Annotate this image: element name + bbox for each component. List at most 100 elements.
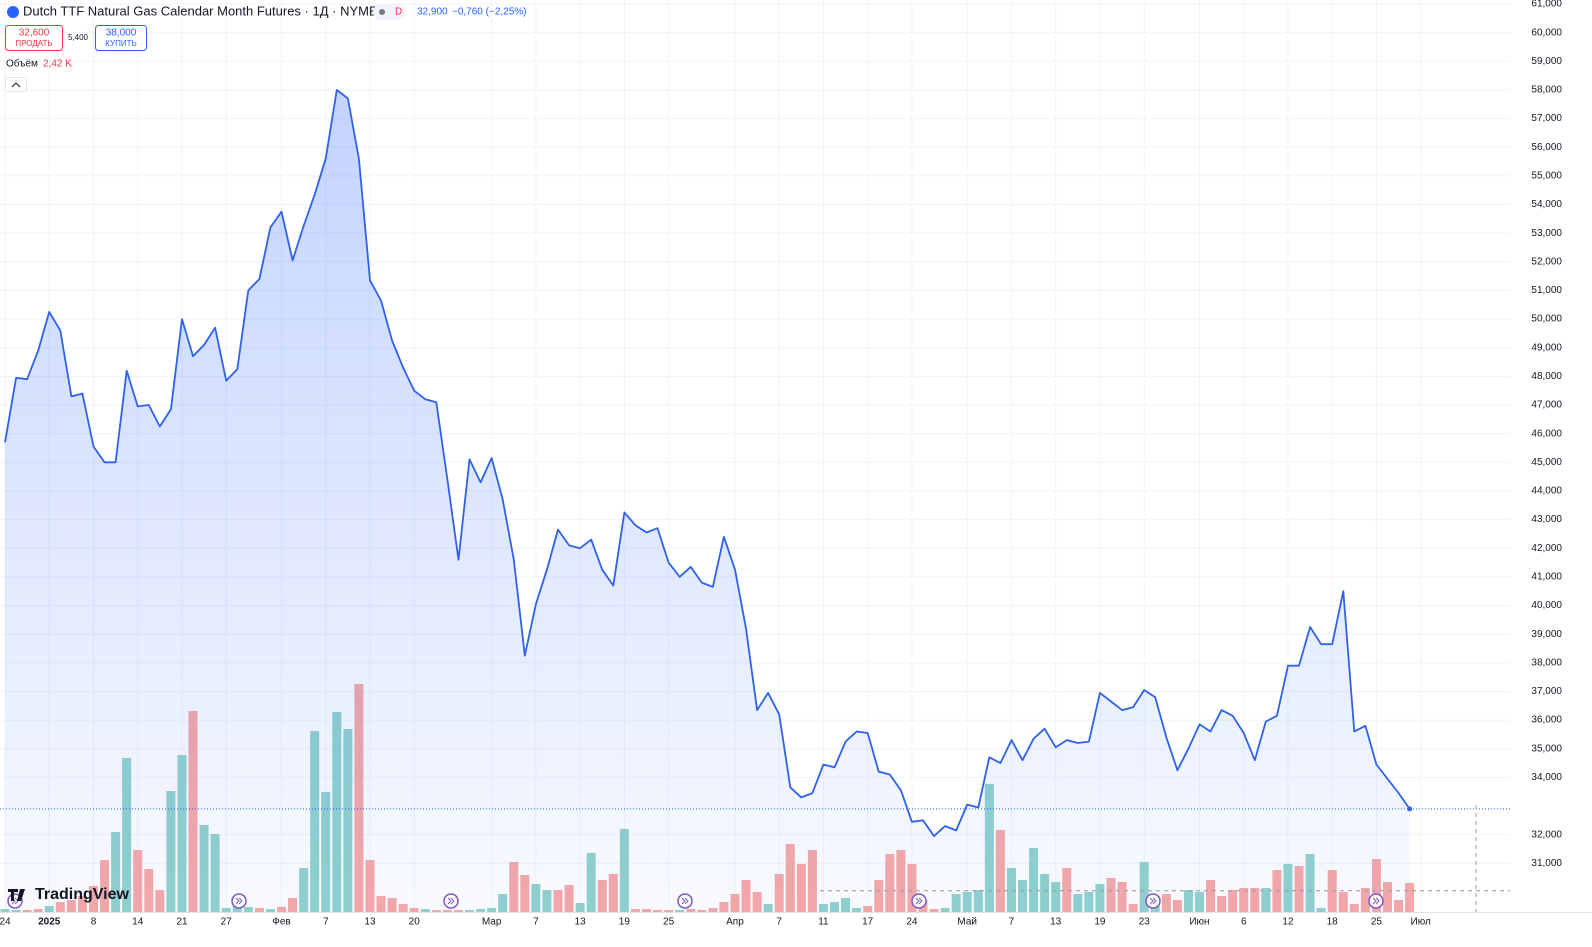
y-tick-label: 49,000 [1531, 342, 1562, 353]
x-tick-label: Фев [272, 917, 290, 928]
x-tick-label: 21 [176, 917, 188, 928]
y-tick-label: 50,000 [1531, 314, 1562, 325]
y-tick-label: 35,000 [1531, 743, 1562, 754]
y-tick-label: 45,000 [1531, 457, 1562, 468]
event-marker[interactable] [231, 893, 247, 909]
y-tick-label: 61,000 [1531, 0, 1562, 10]
buy-price: 38,000 [106, 28, 137, 39]
x-tick-label: Мар [482, 917, 502, 928]
x-tick-label: Июн [1189, 917, 1209, 928]
y-tick-label: 54,000 [1531, 199, 1562, 210]
x-tick-label: 13 [1050, 917, 1062, 928]
event-marker[interactable] [911, 893, 927, 909]
y-tick-label: 59,000 [1531, 56, 1562, 67]
y-tick-label: 51,000 [1531, 285, 1562, 296]
x-tick-label: 8 [91, 917, 97, 928]
y-tick-label: 43,000 [1531, 514, 1562, 525]
y-tick-label: 47,000 [1531, 400, 1562, 411]
x-tick-label: 2025 [38, 917, 61, 928]
x-tick-label: Май [957, 917, 977, 928]
x-tick-label: Апр [726, 917, 744, 928]
last-point [1407, 806, 1413, 812]
x-tick-label: 23 [1139, 917, 1151, 928]
event-icon [447, 897, 455, 905]
x-tick-label: 18 [1327, 917, 1339, 928]
event-marker[interactable] [1368, 893, 1384, 909]
x-tick-label: 7 [533, 917, 539, 928]
collapse-button[interactable] [5, 77, 27, 92]
x-tick-label: 14 [132, 917, 144, 928]
y-tick-label: 53,000 [1531, 228, 1562, 239]
event-marker[interactable] [1145, 893, 1161, 909]
y-tick-label: 57,000 [1531, 113, 1562, 124]
chart-title: Dutch TTF Natural Gas Calendar Month Fut… [23, 3, 387, 18]
y-tick-label: 40,000 [1531, 600, 1562, 611]
y-tick-label: 60,000 [1531, 27, 1562, 38]
collapse-icon [11, 82, 21, 88]
y-tick-label: 37,000 [1531, 686, 1562, 697]
spread: 5,400 [68, 33, 89, 42]
buy-button[interactable] [95, 25, 147, 51]
x-axis-bg [0, 912, 1510, 935]
x-tick-label: 25 [663, 917, 675, 928]
event-icon [915, 897, 923, 905]
x-tick-label: 25 [1371, 917, 1383, 928]
event-icon [235, 897, 243, 905]
price-area [5, 89, 1410, 912]
x-tick-label: 13 [364, 917, 376, 928]
y-tick-label: 34,000 [1531, 772, 1562, 783]
volume-readout: 2,42 K [43, 59, 72, 70]
sell-label: ПРОДАТЬ [15, 39, 52, 48]
y-tick-label: 32,000 [1531, 829, 1562, 840]
event-icon [1149, 897, 1157, 905]
event-icon [681, 897, 689, 905]
header-change: −0,760 (−2,25%) [452, 7, 527, 18]
event-marker[interactable] [677, 893, 693, 909]
x-tick-label: 17 [862, 917, 874, 928]
x-tick-label: 24 [906, 917, 918, 928]
status-badge[interactable] [373, 4, 406, 20]
y-axis-bg [1510, 0, 1592, 935]
y-tick-label: 31,000 [1531, 858, 1562, 869]
interval-badge: D [395, 7, 402, 18]
plot [0, 89, 1415, 912]
volume-name: Объём [6, 58, 38, 70]
x-tick-label: 7 [1009, 917, 1015, 928]
y-tick-label: 41,000 [1531, 572, 1562, 583]
header-price: 32,900 [417, 7, 448, 18]
x-tick-label: 27 [221, 917, 233, 928]
x-tick-label: 12 [1282, 917, 1294, 928]
y-tick-label: 52,000 [1531, 256, 1562, 267]
y-tick-label: 55,000 [1531, 171, 1562, 182]
y-tick-label: 39,000 [1531, 629, 1562, 640]
y-tick-label: 44,000 [1531, 486, 1562, 497]
y-tick-label: 42,000 [1531, 543, 1562, 554]
y-tick-label: 36,000 [1531, 715, 1562, 726]
x-tick-label: 19 [1094, 917, 1106, 928]
x-tick-label: 11 [818, 917, 829, 928]
y-tick-label: 46,000 [1531, 428, 1562, 439]
sell-button[interactable] [5, 25, 63, 51]
event-marker[interactable] [443, 893, 459, 909]
x-tick-label: 13 [575, 917, 587, 928]
logo-text: TradingView [35, 886, 130, 903]
buy-label: КУПИТЬ [105, 39, 136, 48]
sell-price: 32,600 [19, 28, 50, 39]
y-tick-label: 48,000 [1531, 371, 1562, 382]
x-tick-label: 20 [409, 917, 421, 928]
x-tick-label: Июл [1411, 917, 1431, 928]
event-icon [1372, 897, 1380, 905]
logo-icon [8, 889, 25, 901]
status-dot [379, 9, 385, 15]
x-tick-label: 6 [1241, 917, 1247, 928]
x-tick-label: 19 [619, 917, 631, 928]
price-line [4, 89, 1411, 837]
volume-bar [1405, 882, 1415, 912]
y-tick-label: 38,000 [1531, 657, 1562, 668]
y-tick-label: 58,000 [1531, 85, 1562, 96]
x-tick-label: 7 [323, 917, 329, 928]
x-tick-label: 24 [0, 917, 11, 928]
y-tick-label: 56,000 [1531, 142, 1562, 153]
